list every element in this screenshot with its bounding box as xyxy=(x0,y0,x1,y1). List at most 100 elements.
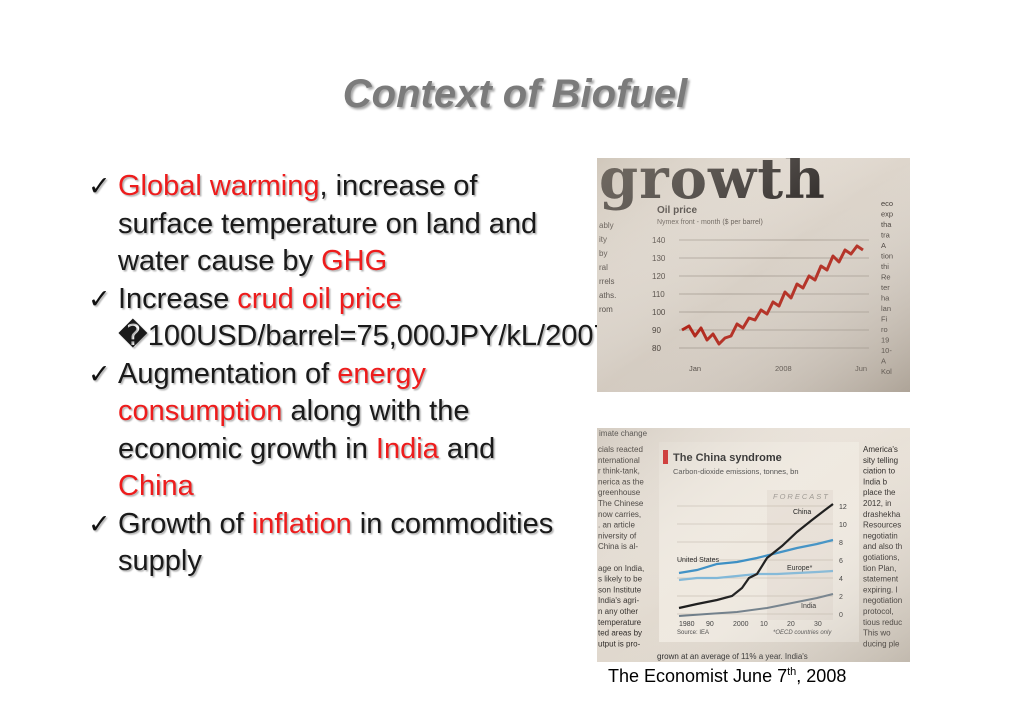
photo1-right-line: tra xyxy=(881,231,891,240)
photo2-right-line: expiring. I xyxy=(863,585,898,594)
photo2-right-line: ciation to xyxy=(863,467,896,476)
photo1-y-tick: 140 xyxy=(652,236,666,245)
photo2-label-united-states: United States xyxy=(677,557,720,564)
photo1-right-line: ha xyxy=(881,294,890,303)
photo2-left-line: now carries, xyxy=(598,510,641,519)
bullet-highlight-text: Global warming xyxy=(118,170,320,202)
china-syndrome-photo-graphic: The China syndrome Carbon-dioxide emissi… xyxy=(597,428,910,662)
bullet-text: Augmentation of xyxy=(118,357,338,390)
photo2-left-line: temperature xyxy=(598,618,642,627)
photo2-left-line: greenhouse xyxy=(598,488,641,497)
photo2-y-tick: 4 xyxy=(839,576,843,583)
bullet-text: and xyxy=(438,432,496,465)
photo2-x-tick: 20 xyxy=(787,621,795,628)
photo2-left-column-text: cials reacted nternational r think-tank,ne… xyxy=(598,445,644,648)
photo2-footnote: *OECD countries only xyxy=(773,630,832,636)
checkmark-icon: ✓ xyxy=(88,508,111,539)
photo2-left-line: cials reacted xyxy=(598,445,643,454)
photo2-y-tick: 6 xyxy=(839,558,843,565)
photo2-red-marker xyxy=(663,450,668,464)
image-caption: The Economist June 7th, 2008 xyxy=(608,666,908,687)
photo2-right-line: and also th xyxy=(863,542,902,551)
photo1-chart-sublabel: Nymex front - month ($ per barrel) xyxy=(657,219,763,226)
bullet-text: , increase of surface temperature on lan… xyxy=(118,170,538,277)
photo2-label-china: China xyxy=(793,509,811,516)
photo2-right-line: America's xyxy=(863,445,898,454)
photo2-right-line: negotiation xyxy=(863,596,902,605)
photo2-left-line: son Institute xyxy=(598,585,642,594)
photo1-x-tick: Jun xyxy=(855,364,867,373)
photo1-right-line: ter xyxy=(881,283,890,292)
caption-suffix: , 2008 xyxy=(796,666,847,686)
photo2-right-line: drashekha xyxy=(863,510,901,519)
photo1-price-line xyxy=(681,244,864,346)
photo1-x-tick: 2008 xyxy=(775,364,792,373)
photo1-right-column-text: ecoexpthatraAtionthiReterhalanFiro1910-A… xyxy=(881,199,893,376)
photo2-right-line: place the xyxy=(863,488,896,497)
photo2-right-line: India b xyxy=(863,477,888,486)
photo1-right-line: A xyxy=(881,241,886,250)
photo2-left-line: age on India, xyxy=(598,564,644,573)
photo2-top-text: imate change xyxy=(599,429,648,438)
checkmark-icon: ✓ xyxy=(88,283,111,314)
bullet-list: ✓ Global warming, increase of surface tem… xyxy=(88,168,619,581)
photo2-left-line: niversity of xyxy=(598,531,637,540)
photo1-left-line: rom xyxy=(599,305,613,314)
photo1-right-line: tha xyxy=(881,220,892,229)
photo2-x-tick: 2000 xyxy=(733,621,749,628)
photo1-right-line: Kol xyxy=(881,367,892,376)
photo2-right-line: ducing ple xyxy=(863,639,900,648)
photo2-left-line: s likely to be xyxy=(598,575,643,584)
bullet-highlight-text: GHG xyxy=(321,245,388,277)
photo1-y-tick: 90 xyxy=(652,326,661,335)
photo1-y-tick: 130 xyxy=(652,254,666,263)
photo1-right-line: tion xyxy=(881,252,893,261)
photo2-x-tick: 90 xyxy=(706,621,714,628)
photo1-y-tick: 100 xyxy=(652,308,666,317)
photo2-y-tick: 12 xyxy=(839,504,847,511)
china-syndrome-photo: The China syndrome Carbon-dioxide emissi… xyxy=(597,428,910,662)
photo1-right-line: 19 xyxy=(881,336,889,345)
photo2-chart-sublabel: Carbon-dioxide emissions, tonnes, bn xyxy=(673,467,799,476)
photo2-left-line: nternational xyxy=(598,456,640,465)
photo2-left-line: r think-tank, xyxy=(598,467,640,476)
photo2-x-tick: 1980 xyxy=(679,621,695,628)
photo1-left-line: rrels xyxy=(599,277,615,286)
photo2-y-tick: 10 xyxy=(839,522,847,529)
bullet-text: Increase xyxy=(118,282,238,315)
caption-sup: th xyxy=(787,666,797,678)
photo2-left-line: . an article xyxy=(598,521,635,530)
bullet-highlight-text: inflation xyxy=(251,507,352,540)
photo2-left-line: nerica as the xyxy=(598,477,644,486)
photo2-right-line: This wo xyxy=(863,629,891,638)
photo2-bottom-text: grown at an average of 11% a year. India… xyxy=(657,652,808,661)
bullet-highlight-text: India xyxy=(375,432,439,465)
photo2-left-line: utput is pro- xyxy=(598,639,641,648)
oil-price-photo: growth Oil price Nymex front - month ($ … xyxy=(597,158,910,392)
photo1-left-line: ral xyxy=(599,263,608,272)
photo1-left-column-text: ably ity by ral rrels aths. rom xyxy=(599,221,616,314)
photo2-left-line: The Chinese xyxy=(598,499,644,508)
photo1-x-ticks: Jan 2008 Jun xyxy=(689,364,867,373)
photo2-right-line: tious reduc xyxy=(863,618,902,627)
checkmark-icon: ✓ xyxy=(88,171,111,201)
photo2-x-tick: 30 xyxy=(814,621,822,628)
photo1-right-line: thi xyxy=(881,262,889,271)
photo2-right-line: protocol, xyxy=(863,607,894,616)
bullet-text: Growth of xyxy=(118,507,252,540)
bullet-highlight-text: energy consumption xyxy=(118,357,426,428)
bullet-highlight-text: crud oil price xyxy=(237,282,402,315)
photo2-right-line: gotiations, xyxy=(863,553,899,562)
bullet-text: �100USD/barrel=75,000JPY/kL/2007) xyxy=(118,320,620,352)
photo2-left-line: China is al- xyxy=(598,542,638,551)
bullet-item: ✓ Increase crud oil price �100USD/barrel=… xyxy=(88,281,619,356)
photo2-right-line: 2012, in xyxy=(863,499,891,508)
bullet-item: ✓ Global warming, increase of surface tem… xyxy=(88,168,558,281)
photo1-left-line: aths. xyxy=(599,291,616,300)
photo1-right-line: lan xyxy=(881,304,891,313)
bullet-highlight-text: China xyxy=(118,470,194,502)
photo2-label-india: India xyxy=(801,603,816,610)
photo1-right-line: eco xyxy=(881,199,893,208)
bullet-item: ✓ Augmentation of energy consumption alon… xyxy=(88,356,558,506)
